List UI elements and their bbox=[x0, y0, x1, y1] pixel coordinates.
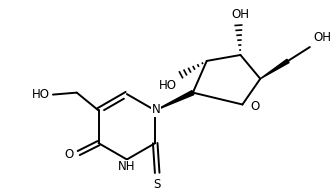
Text: OH: OH bbox=[314, 31, 332, 44]
Polygon shape bbox=[260, 59, 289, 79]
Polygon shape bbox=[155, 91, 194, 110]
Text: O: O bbox=[65, 147, 74, 160]
Text: HO: HO bbox=[32, 88, 50, 101]
Text: O: O bbox=[250, 100, 260, 113]
Text: HO: HO bbox=[159, 79, 177, 92]
Text: S: S bbox=[154, 178, 161, 191]
Text: NH: NH bbox=[118, 160, 136, 173]
Text: N: N bbox=[152, 103, 161, 116]
Text: OH: OH bbox=[232, 8, 249, 21]
